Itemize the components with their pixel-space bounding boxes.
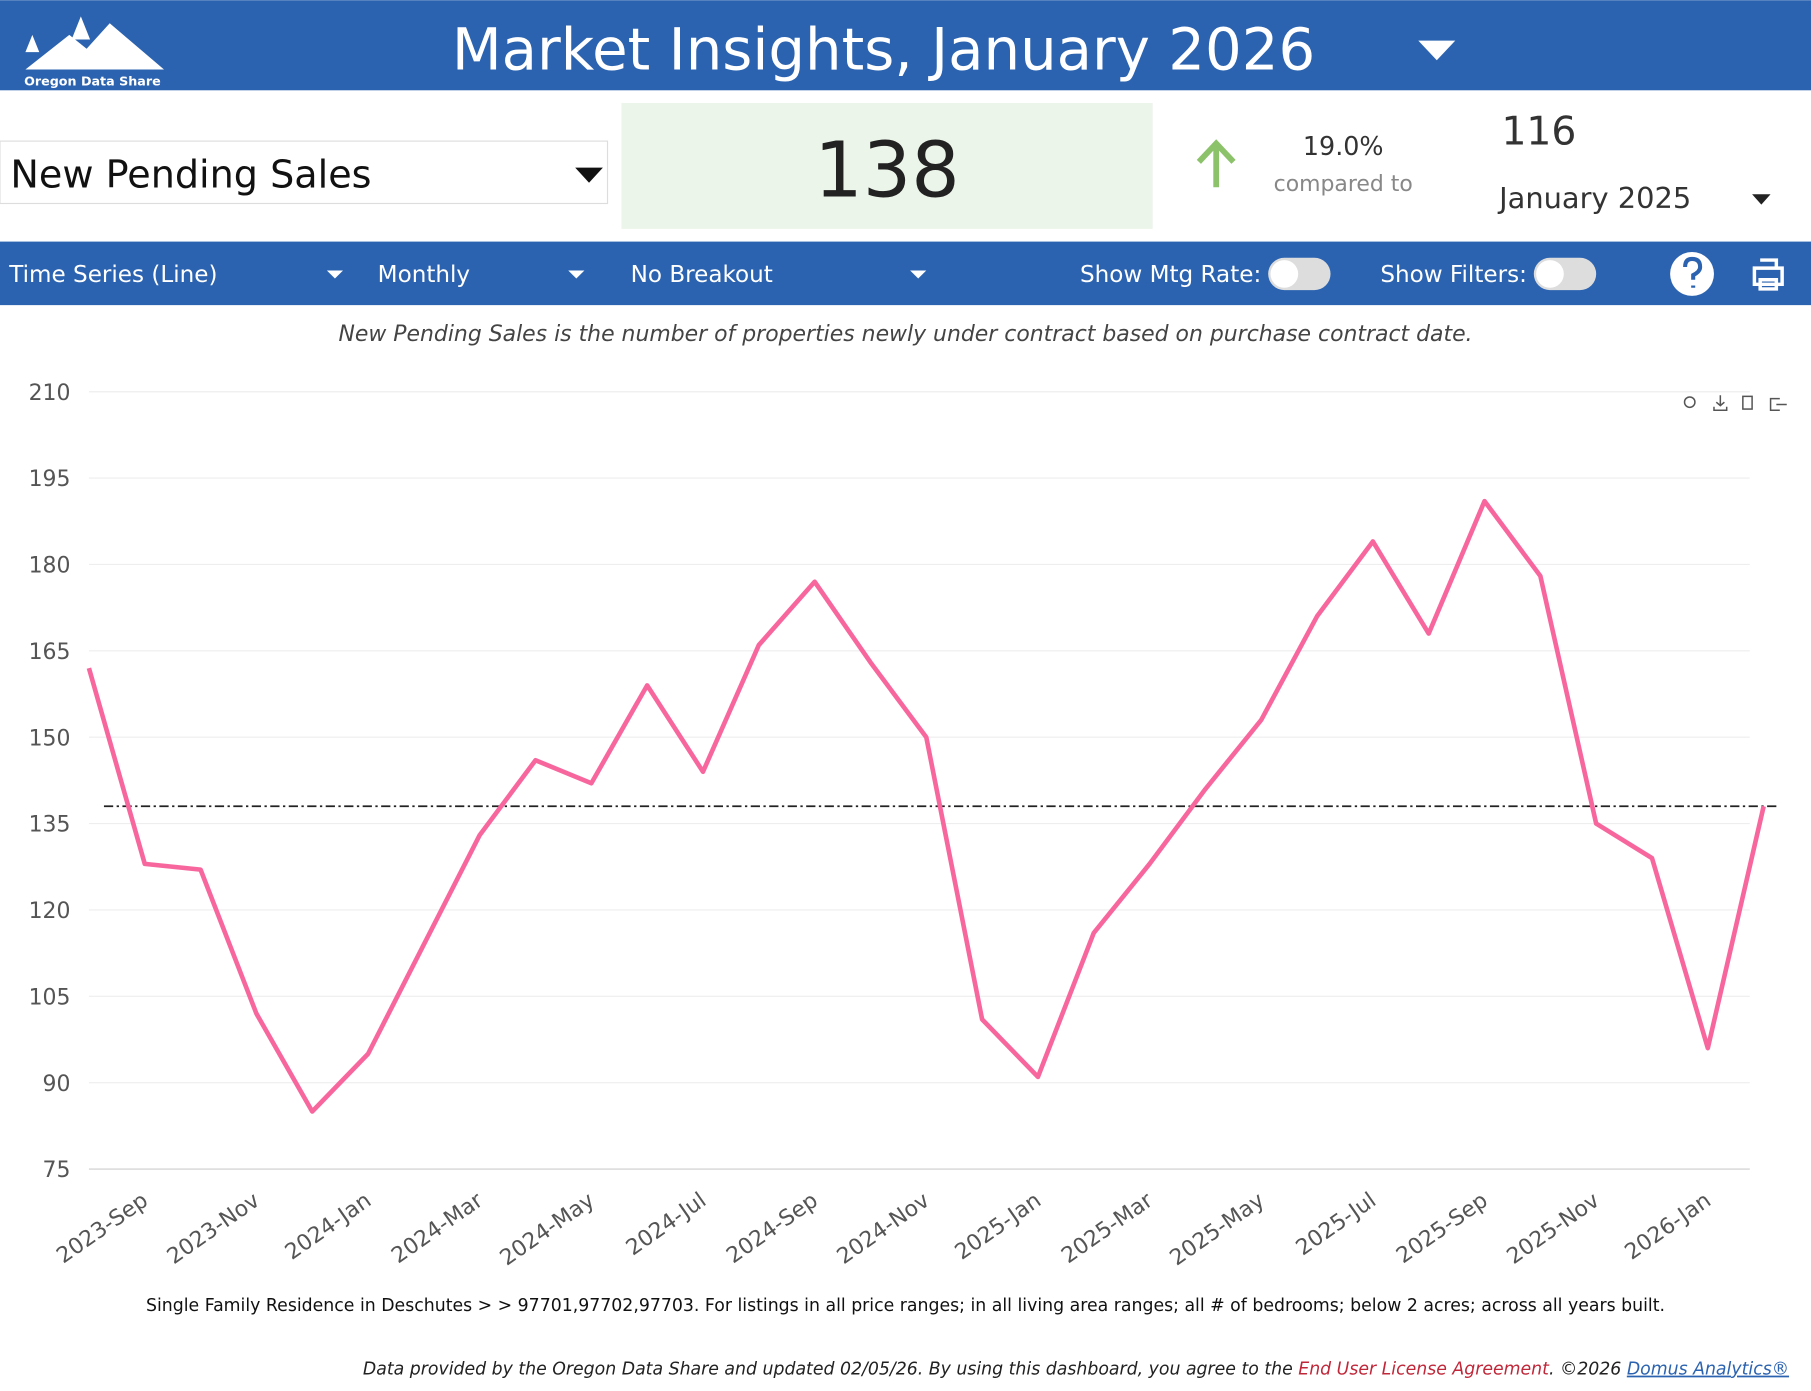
x-tick-label: 2024-Jul <box>622 1188 711 1261</box>
footnote: Single Family Residence in Deschutes > >… <box>146 1296 1665 1316</box>
description: New Pending Sales is the number of prope… <box>338 322 1472 347</box>
mtg-rate-label: Show Mtg Rate: <box>1080 262 1261 288</box>
x-tick-label: 2025-Nov <box>1503 1188 1605 1270</box>
compare-period[interactable]: January 2025 <box>1497 181 1691 215</box>
y-tick-label: 135 <box>29 813 71 838</box>
logo-trees <box>25 16 91 53</box>
filters-label: Show Filters: <box>1380 262 1527 288</box>
logo-mountain <box>25 23 165 70</box>
y-tick-label: 210 <box>29 381 71 406</box>
x-tick-label: 2023-Sep <box>52 1188 152 1269</box>
y-tick-label: 75 <box>43 1158 71 1183</box>
x-tick-label: 2024-May <box>496 1188 600 1271</box>
metric-box <box>621 102 1153 229</box>
x-tick-label: 2024-Sep <box>722 1188 822 1269</box>
x-tick-label: 2024-Mar <box>387 1188 488 1269</box>
compared-label: compared to <box>1274 172 1413 197</box>
copyright: . ©2026 <box>1549 1360 1627 1380</box>
header-bar <box>0 0 1811 91</box>
footer-text: Data provided by the Oregon Data Share a… <box>363 1360 1298 1380</box>
zoom-tool[interactable] <box>1683 396 1696 409</box>
x-tick-label: 2024-Nov <box>833 1188 935 1270</box>
y-tick-label: 120 <box>29 899 71 924</box>
x-tick-label: 2023-Nov <box>163 1188 265 1270</box>
dropdown-arrow <box>910 270 927 279</box>
y-tick-label: 90 <box>43 1072 71 1097</box>
logo-text: Oregon Data Share <box>24 74 161 89</box>
footer: Data provided by the Oregon Data Share a… <box>363 1360 1789 1380</box>
dropdown-arrow <box>575 167 603 183</box>
x-tick-label: 2025-Mar <box>1057 1188 1158 1269</box>
x-tick-label: 2025-Jan <box>951 1188 1046 1265</box>
page-title: Market Insights, January 2026 <box>452 16 1315 84</box>
compare-value: 116 <box>1501 110 1576 155</box>
x-tick-label: 2025-May <box>1166 1188 1270 1271</box>
dropdown-arrow <box>568 270 585 279</box>
y-tick-label: 165 <box>29 640 71 665</box>
license-link[interactable]: End User License Agreement <box>1298 1360 1550 1380</box>
y-tick-label: 150 <box>29 726 71 751</box>
x-tick-label: 2025-Sep <box>1392 1188 1492 1269</box>
help-icon <box>1683 256 1703 288</box>
breakout-select[interactable]: No Breakout <box>631 262 773 288</box>
export-tool[interactable] <box>1769 397 1787 411</box>
toolbar <box>0 241 1811 306</box>
up-arrow <box>1196 139 1236 188</box>
change-value: 19.0% <box>1303 131 1384 161</box>
y-tick-label: 105 <box>29 985 71 1010</box>
metric-selector[interactable] <box>0 140 609 205</box>
dropdown-arrow <box>326 270 344 279</box>
metric-value: 138 <box>814 126 959 215</box>
period-dropdown[interactable] <box>1752 194 1771 205</box>
chart-type-select[interactable]: Time Series (Line) <box>8 262 217 288</box>
title-dropdown[interactable] <box>1418 40 1456 61</box>
y-tick-label: 195 <box>29 467 71 492</box>
company-link[interactable]: Domus Analytics® <box>1627 1360 1789 1380</box>
x-tick-label: 2026-Jan <box>1621 1188 1716 1265</box>
download-tool[interactable] <box>1713 395 1728 411</box>
toggle-knob <box>1270 260 1299 288</box>
toggle-knob <box>1536 260 1564 288</box>
print-button[interactable] <box>1752 258 1784 291</box>
series-line <box>86 498 1766 1114</box>
copy-tool[interactable] <box>1742 395 1753 410</box>
frequency-select[interactable]: Monthly <box>378 262 470 288</box>
metric-selector-label: New Pending Sales <box>10 152 371 196</box>
x-tick-label: 2024-Jan <box>281 1188 376 1265</box>
chart-tools <box>1683 395 1787 411</box>
y-tick-label: 180 <box>29 554 71 579</box>
x-tick-label: 2025-Jul <box>1292 1188 1381 1261</box>
